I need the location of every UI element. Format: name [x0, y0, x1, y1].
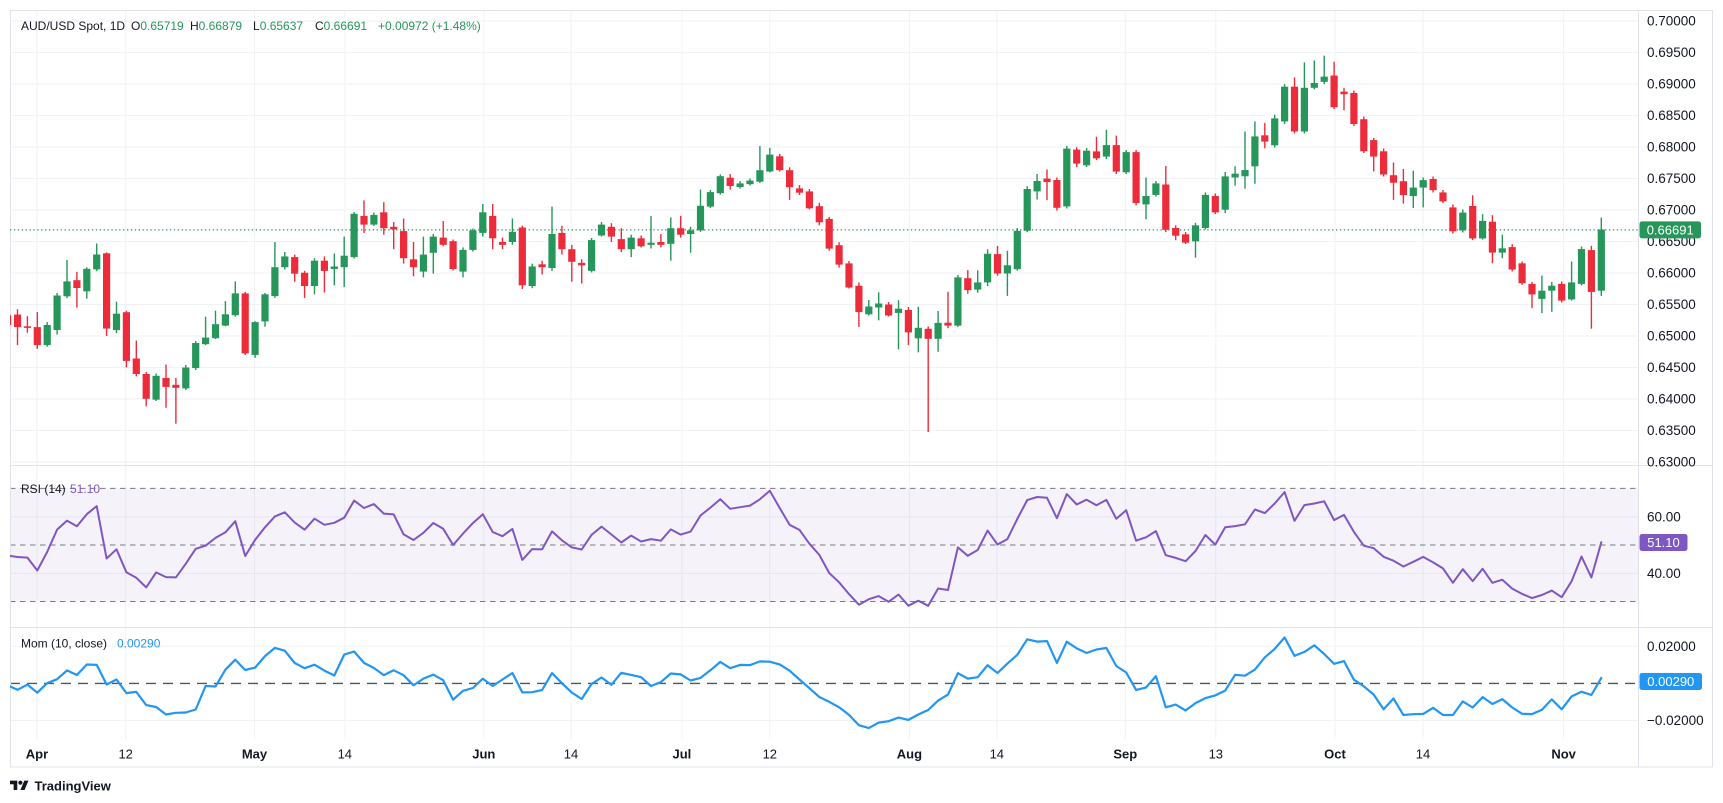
svg-text:Oct: Oct [1324, 747, 1346, 762]
svg-text:0.00290: 0.00290 [1647, 674, 1694, 689]
svg-text:0.02000: 0.02000 [1647, 639, 1696, 654]
svg-text:AUD/USD Spot, 1D: AUD/USD Spot, 1D [21, 19, 125, 33]
svg-text:14: 14 [338, 747, 352, 762]
svg-text:Mom (10, close): Mom (10, close) [21, 637, 107, 651]
svg-text:14: 14 [1416, 747, 1430, 762]
svg-text:0.64500: 0.64500 [1647, 360, 1696, 375]
svg-text:0.65500: 0.65500 [1647, 297, 1696, 312]
svg-text:40.00: 40.00 [1647, 566, 1681, 581]
svg-text:14: 14 [990, 747, 1004, 762]
svg-text:May: May [242, 747, 268, 762]
svg-text:Nov: Nov [1551, 747, 1576, 762]
svg-text:0.68500: 0.68500 [1647, 108, 1696, 123]
svg-text:60.00: 60.00 [1647, 509, 1681, 524]
svg-text:12: 12 [118, 747, 132, 762]
svg-text:0.69000: 0.69000 [1647, 77, 1696, 92]
svg-text:O0.65719: O0.65719 [131, 19, 184, 33]
svg-text:Aug: Aug [897, 747, 922, 762]
svg-text:0.69500: 0.69500 [1647, 45, 1696, 60]
svg-text:0.65000: 0.65000 [1647, 329, 1696, 344]
svg-text:0.70000: 0.70000 [1647, 14, 1696, 29]
svg-text:Jul: Jul [673, 747, 692, 762]
svg-text:0.68000: 0.68000 [1647, 140, 1696, 155]
svg-text:−0.02000: −0.02000 [1647, 713, 1704, 728]
svg-text:13: 13 [1209, 747, 1223, 762]
svg-text:0.67000: 0.67000 [1647, 203, 1696, 218]
svg-text:0.63000: 0.63000 [1647, 455, 1696, 470]
svg-text:0.67500: 0.67500 [1647, 171, 1696, 186]
svg-text:H0.66879: H0.66879 [190, 19, 242, 33]
svg-text:0.63500: 0.63500 [1647, 423, 1696, 438]
svg-text:12: 12 [763, 747, 777, 762]
svg-text:14: 14 [564, 747, 578, 762]
svg-text:0.66000: 0.66000 [1647, 266, 1696, 281]
svg-text:C0.66691: C0.66691 [315, 19, 367, 33]
svg-text:0.66691: 0.66691 [1647, 223, 1694, 238]
svg-text:0.00290: 0.00290 [117, 637, 161, 651]
svg-text:Jun: Jun [472, 747, 495, 762]
svg-text:51.10: 51.10 [1647, 535, 1680, 550]
svg-text:51.10: 51.10 [70, 482, 100, 496]
svg-text:Sep: Sep [1113, 747, 1137, 762]
svg-text:TradingView: TradingView [35, 779, 112, 794]
svg-text:0.64000: 0.64000 [1647, 392, 1696, 407]
svg-text:Apr: Apr [26, 747, 48, 762]
svg-text:+0.00972 (+1.48%): +0.00972 (+1.48%) [378, 19, 481, 33]
svg-text:L0.65637: L0.65637 [253, 19, 303, 33]
svg-text:RSI (14): RSI (14) [21, 482, 66, 496]
